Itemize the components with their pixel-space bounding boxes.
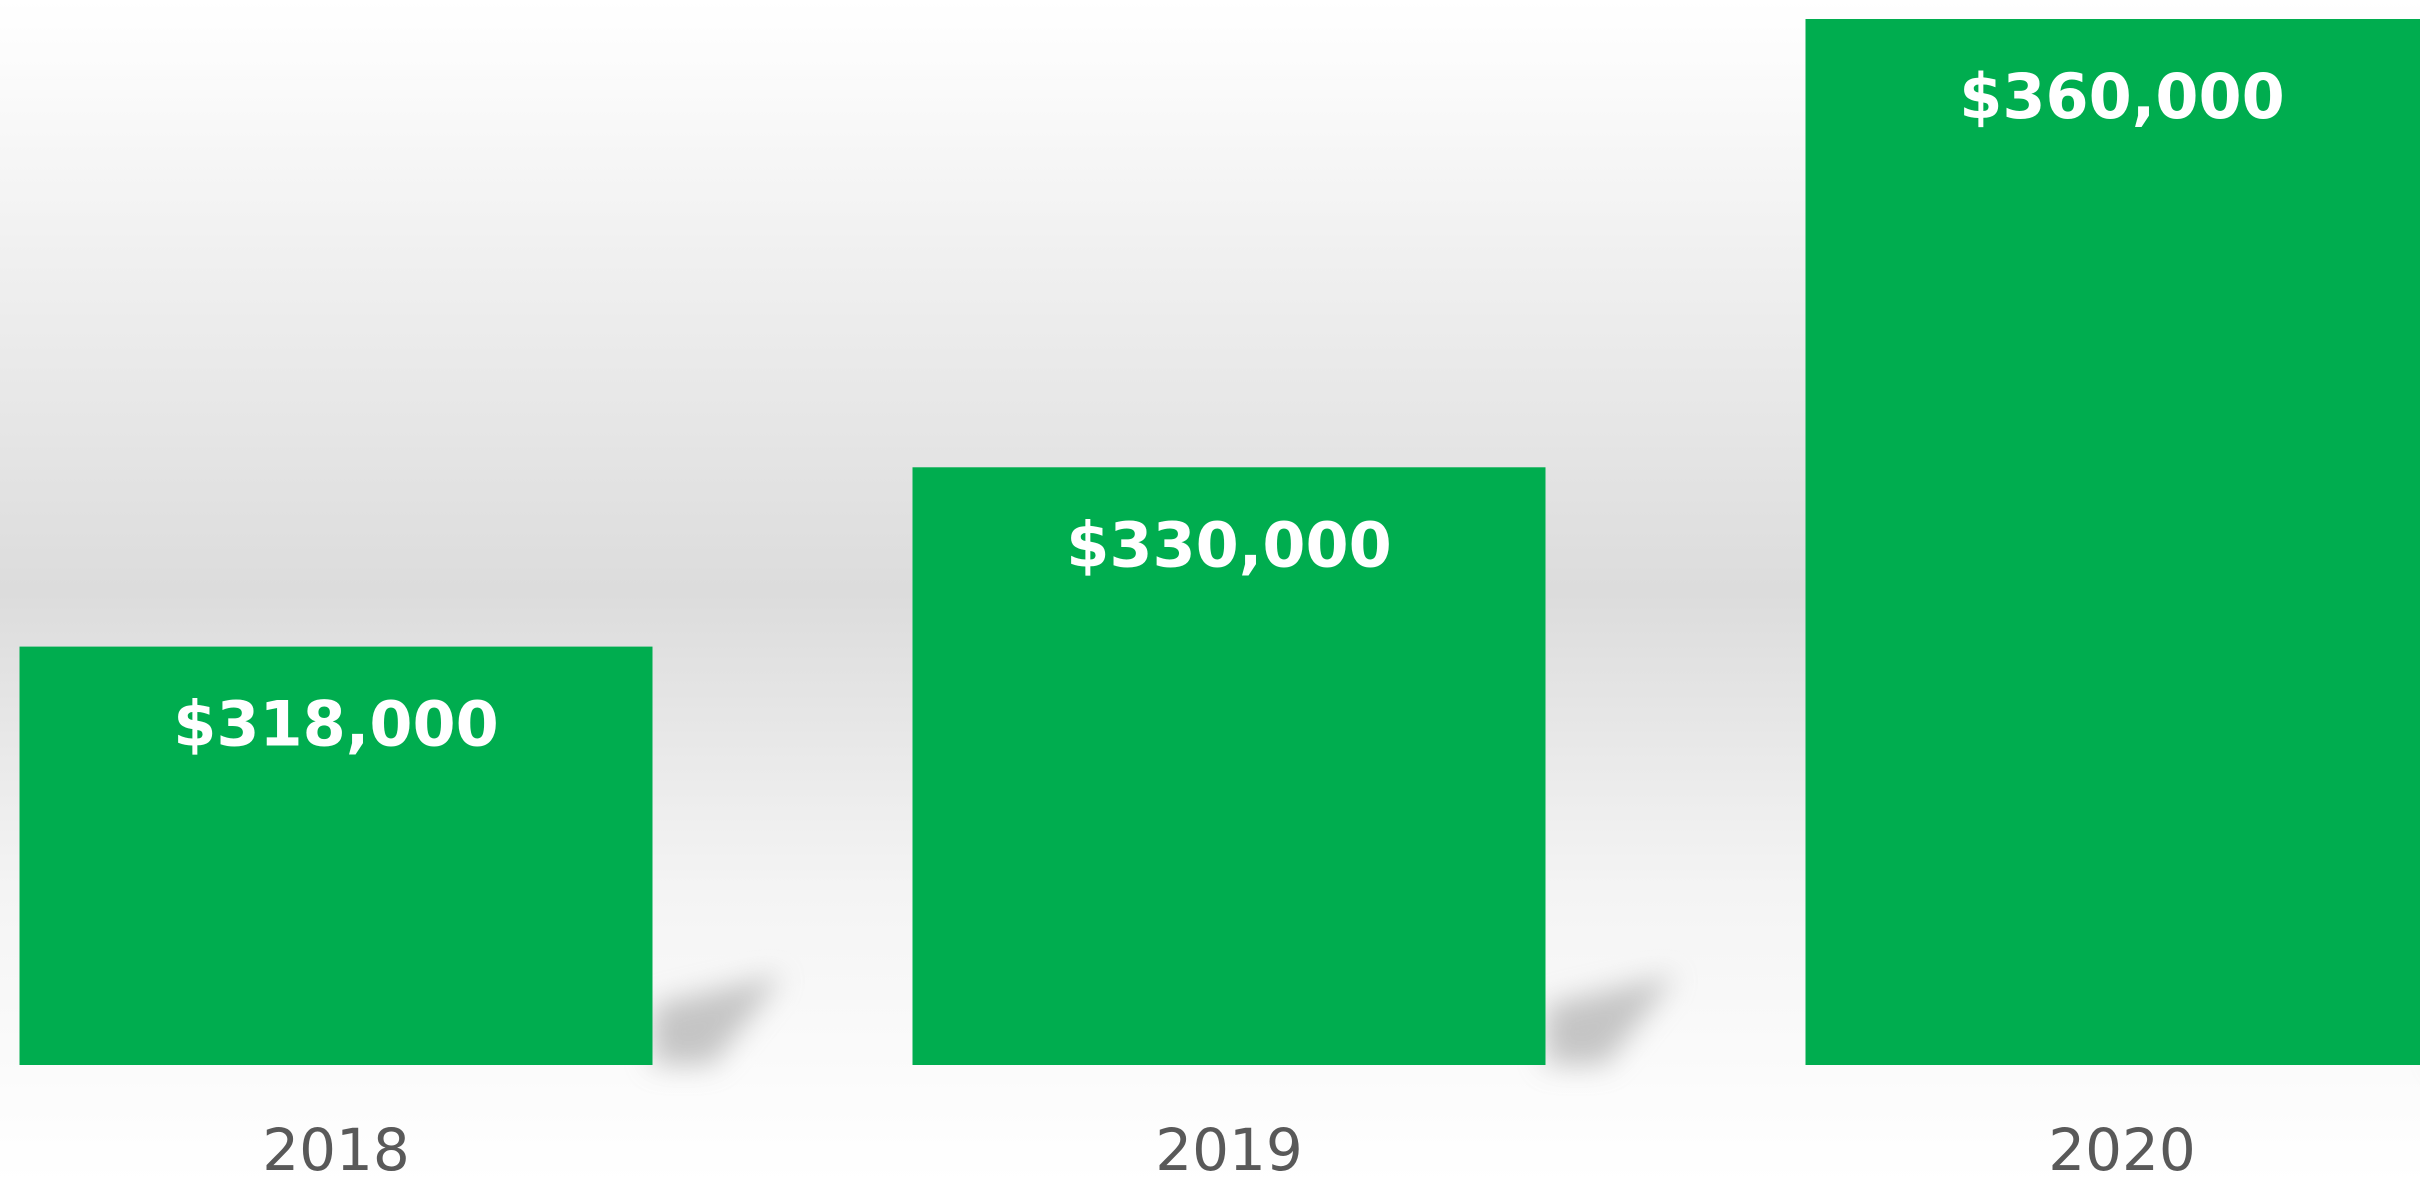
bar (912, 467, 1546, 1065)
x-tick-label: 2018 (262, 1116, 410, 1183)
value-label: $330,000 (1066, 508, 1392, 581)
bar (19, 646, 653, 1065)
plot-area: 2018 $318,000 2019 $330,000 2020 $360,000 (19, 19, 2420, 1183)
bar (1805, 19, 2420, 1065)
bar-shadow (1545, 975, 1676, 1065)
bar-shadow (652, 975, 783, 1065)
x-tick-label: 2019 (1155, 1116, 1303, 1183)
x-tick-label: 2020 (2048, 1116, 2196, 1183)
value-label: $360,000 (1959, 60, 2285, 133)
value-label: $318,000 (173, 688, 499, 761)
shadows (652, 975, 1676, 1065)
